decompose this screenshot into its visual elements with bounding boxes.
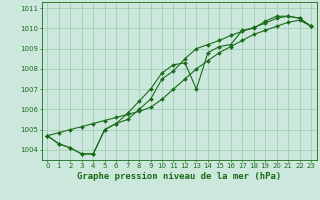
X-axis label: Graphe pression niveau de la mer (hPa): Graphe pression niveau de la mer (hPa) bbox=[77, 172, 281, 181]
